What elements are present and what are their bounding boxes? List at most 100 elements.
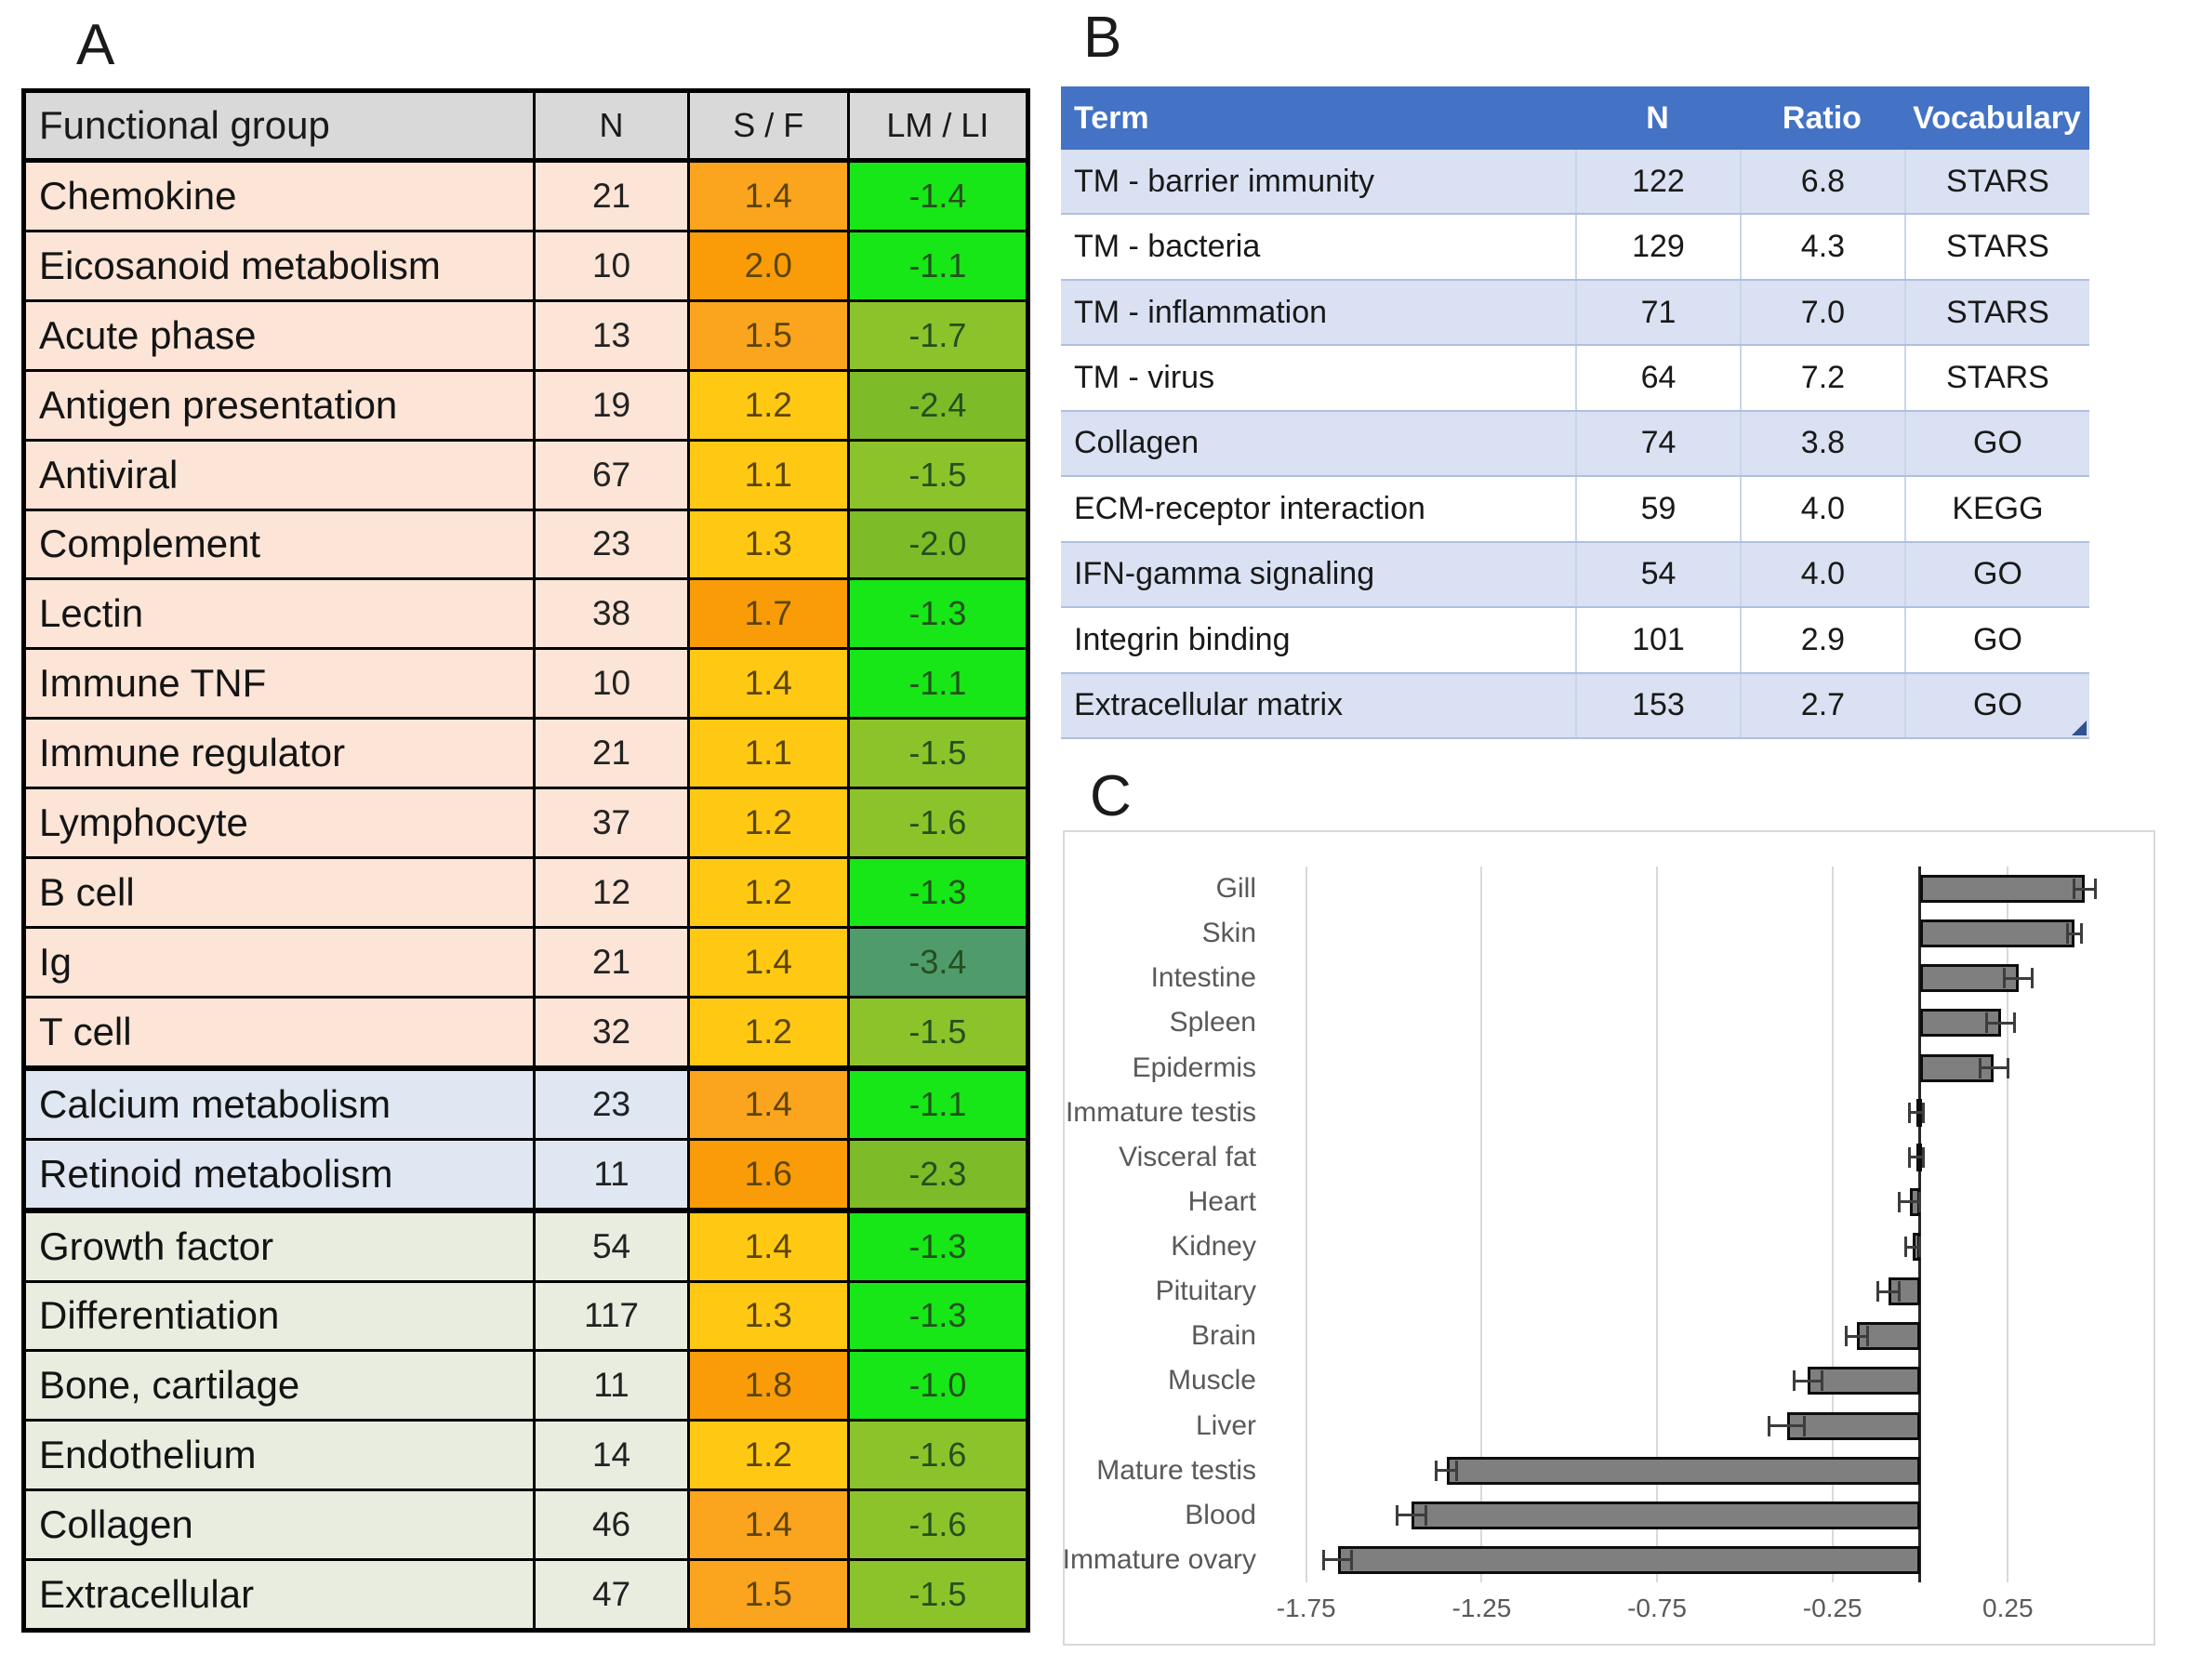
gridline xyxy=(2007,866,2009,1582)
functional-group-cell: Endothelium xyxy=(26,1422,537,1489)
lmli-ratio-cell: -1.1 xyxy=(849,231,1026,299)
lmli-ratio-cell: -1.5 xyxy=(849,441,1026,509)
ratio-cell: 2.7 xyxy=(1739,673,1904,737)
error-bar-cap xyxy=(1424,1504,1427,1526)
error-bar-cap xyxy=(1978,1057,1982,1078)
table-row: Calcium metabolism 23 1.4 -1.1 xyxy=(26,1070,1026,1141)
functional-group-cell: Antigen presentation xyxy=(26,371,537,439)
chart-category-label: Kidney xyxy=(1171,1231,1256,1263)
sf-ratio-cell: 1.1 xyxy=(689,720,850,787)
n-cell: 21 xyxy=(536,928,690,996)
table-row: B cell 12 1.2 -1.3 xyxy=(26,859,1026,929)
lmli-ratio-cell: -1.7 xyxy=(849,301,1026,369)
error-bar xyxy=(1397,1514,1425,1517)
panel-a-label: A xyxy=(76,13,115,77)
header-functional-group: Functional group xyxy=(26,93,537,158)
n-cell: 11 xyxy=(536,1352,690,1420)
vocabulary-cell: KEGG xyxy=(1903,477,2089,541)
table-resize-handle-icon[interactable] xyxy=(2072,721,2087,735)
error-bar-cap xyxy=(1876,1281,1880,1303)
functional-group-cell: Ig xyxy=(26,928,537,996)
header-n: N xyxy=(536,93,690,158)
functional-group-cell: Retinoid metabolism xyxy=(26,1140,537,1208)
error-bar xyxy=(1877,1290,1900,1293)
enrichment-header-row: Term N Ratio Vocabulary xyxy=(1061,86,2089,150)
error-bar-cap xyxy=(1396,1504,1399,1526)
error-bar xyxy=(1769,1424,1805,1428)
lmli-ratio-cell: -1.5 xyxy=(849,1561,1026,1629)
x-tick-label: -1.75 xyxy=(1276,1594,1336,1622)
chart-plot-area xyxy=(1271,866,2152,1582)
ratio-cell: 3.8 xyxy=(1739,411,1904,476)
table-row: TM - inflammation 71 7.0 STARS xyxy=(1061,280,2089,347)
lmli-ratio-cell: -1.3 xyxy=(849,859,1026,926)
n-cell: 129 xyxy=(1575,215,1740,279)
chart-category-labels: Gill Skin Intestine Spleen Epidermis Immature… xyxy=(1063,866,1264,1582)
functional-group-cell: T cell xyxy=(26,998,537,1065)
n-cell: 64 xyxy=(1575,346,1740,410)
n-cell: 37 xyxy=(536,789,690,857)
chart-category-label: Blood xyxy=(1185,1499,1256,1530)
vocabulary-cell: GO xyxy=(1903,542,2089,607)
lmli-ratio-cell: -1.3 xyxy=(849,580,1026,648)
error-bar-cap xyxy=(1918,1191,1922,1212)
error-bar-cap xyxy=(2065,923,2069,945)
table-row: Retinoid metabolism 11 1.6 -2.3 xyxy=(26,1140,1026,1213)
functional-group-cell: Lymphocyte xyxy=(26,789,537,857)
table-row: ECM-receptor interaction 59 4.0 KEGG xyxy=(1061,477,2089,543)
lmli-ratio-cell: -1.3 xyxy=(849,1282,1026,1350)
sf-ratio-cell: 1.3 xyxy=(689,1282,850,1350)
term-cell: TM - virus xyxy=(1074,360,1215,396)
table-row: Differentiation 117 1.3 -1.3 xyxy=(26,1282,1026,1353)
lmli-ratio-cell: -1.5 xyxy=(849,720,1026,787)
functional-group-cell: Differentiation xyxy=(26,1282,537,1350)
error-bar-cap xyxy=(1904,1237,1908,1258)
tissue-bar-chart: Gill Skin Intestine Spleen Epidermis Immature… xyxy=(1063,830,2155,1646)
table-row: Acute phase 13 1.5 -1.7 xyxy=(26,301,1026,372)
ratio-cell: 2.9 xyxy=(1739,608,1904,672)
table-row: Collagen 74 3.8 GO xyxy=(1061,411,2089,478)
sf-ratio-cell: 1.2 xyxy=(689,998,850,1065)
table-row: Endothelium 14 1.2 -1.6 xyxy=(26,1422,1026,1492)
error-bar-cap xyxy=(1792,1370,1796,1392)
n-cell: 71 xyxy=(1575,280,1740,345)
sf-ratio-cell: 1.4 xyxy=(689,650,850,718)
error-bar-cap xyxy=(1897,1191,1901,1212)
vocabulary-cell: STARS xyxy=(1903,346,2089,410)
error-bar-cap xyxy=(1897,1281,1901,1303)
error-bar-cap xyxy=(1322,1549,1326,1570)
error-bar-cap xyxy=(1922,1102,1926,1123)
lmli-ratio-cell: -1.6 xyxy=(849,1422,1026,1489)
header-lm-li: LM / LI xyxy=(849,93,1026,158)
sf-ratio-cell: 1.7 xyxy=(689,580,850,648)
n-cell: 67 xyxy=(536,441,690,509)
gridline xyxy=(1305,866,1307,1582)
table-row: Antigen presentation 19 1.2 -2.4 xyxy=(26,371,1026,442)
table-row: Chemokine 21 1.4 -1.4 xyxy=(26,163,1026,232)
table-row: Integrin binding 101 2.9 GO xyxy=(1061,608,2089,674)
error-bar-cap xyxy=(1908,1102,1912,1123)
term-cell: ECM-receptor interaction xyxy=(1074,490,1425,526)
n-cell: 21 xyxy=(536,163,690,230)
header-ratio: Ratio xyxy=(1782,99,1862,136)
vocabulary-cell: STARS xyxy=(1903,280,2089,345)
chart-category-label: Brain xyxy=(1190,1320,1256,1352)
functional-group-cell: Chemokine xyxy=(26,163,537,230)
header-n: N xyxy=(1646,99,1669,136)
gridline xyxy=(1656,866,1659,1582)
lmli-ratio-cell: -1.6 xyxy=(849,1491,1026,1559)
x-tick-label: 0.25 xyxy=(1982,1594,2034,1622)
chart-category-label: Gill xyxy=(1215,873,1256,905)
lmli-ratio-cell: -3.4 xyxy=(849,928,1026,996)
ratio-cell: 4.0 xyxy=(1739,542,1904,607)
n-cell: 14 xyxy=(536,1422,690,1489)
header-s-f: S / F xyxy=(689,93,850,158)
vocabulary-cell: GO xyxy=(1903,411,2089,476)
functional-group-cell: Immune regulator xyxy=(26,720,537,787)
sf-ratio-cell: 1.8 xyxy=(689,1352,850,1420)
functional-group-header-row: Functional group N S / F LM / LI xyxy=(26,93,1026,163)
functional-group-cell: Eicosanoid metabolism xyxy=(26,231,537,299)
table-row: Lymphocyte 37 1.2 -1.6 xyxy=(26,789,1026,860)
bar xyxy=(1808,1367,1920,1396)
bar xyxy=(1446,1456,1920,1485)
